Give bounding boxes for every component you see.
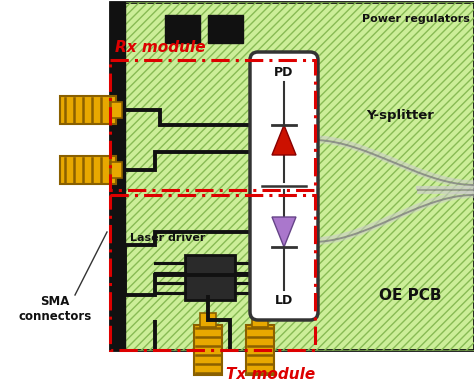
Text: Rx module: Rx module <box>115 40 206 55</box>
Bar <box>185 255 235 300</box>
Bar <box>200 313 216 327</box>
Bar <box>165 15 200 43</box>
Bar <box>110 2 125 350</box>
Text: LD: LD <box>275 293 293 306</box>
Text: SMA
connectors: SMA connectors <box>18 295 91 323</box>
Bar <box>252 313 268 327</box>
Bar <box>110 102 122 118</box>
Bar <box>110 162 122 178</box>
Bar <box>246 325 274 375</box>
Text: OE PCB: OE PCB <box>379 288 441 303</box>
Text: Power regulators: Power regulators <box>362 14 470 24</box>
Text: Laser driver: Laser driver <box>130 233 205 243</box>
Polygon shape <box>272 217 296 247</box>
Bar <box>60 156 116 184</box>
Bar <box>110 60 315 190</box>
Text: Tx module: Tx module <box>226 367 315 382</box>
Bar <box>110 195 315 350</box>
Text: PD: PD <box>274 65 294 79</box>
Bar <box>110 2 474 350</box>
Bar <box>60 96 116 124</box>
Text: Y-splitter: Y-splitter <box>366 108 434 121</box>
Bar <box>194 325 222 375</box>
FancyBboxPatch shape <box>250 52 318 320</box>
Bar <box>110 2 474 350</box>
Polygon shape <box>272 125 296 155</box>
Bar <box>208 15 243 43</box>
